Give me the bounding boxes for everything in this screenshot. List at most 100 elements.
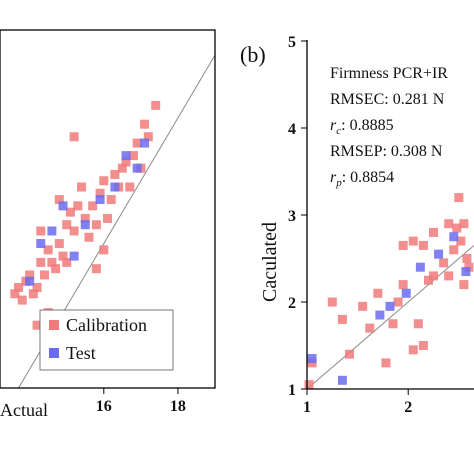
test-point xyxy=(25,276,35,286)
calibration-point xyxy=(345,349,355,359)
calibration-point xyxy=(452,223,462,233)
calibration-point xyxy=(103,213,112,223)
legend-test-label: Test xyxy=(66,343,96,363)
panel-a-x-ticks: 16 18 xyxy=(96,388,186,415)
test-point xyxy=(69,251,79,261)
calibration-point xyxy=(32,283,42,293)
panel-a-frame xyxy=(0,29,216,389)
calibration-point xyxy=(58,251,68,261)
calibration-point xyxy=(91,264,101,274)
calibration-point xyxy=(91,220,101,230)
legend-calibration-label: Calibration xyxy=(66,315,147,335)
calibration-point xyxy=(99,245,109,255)
calibration-point xyxy=(456,236,466,246)
annotation-title: Firmness PCR+IR xyxy=(330,65,448,82)
calibration-point xyxy=(454,193,464,203)
calibration-point xyxy=(358,301,368,311)
panel-b-annotations: Firmness PCR+IR RMSEC: 0.281 N rc: 0.888… xyxy=(330,65,448,189)
annotation-rc: rc: 0.8885 xyxy=(330,117,394,137)
calibration-point xyxy=(151,100,161,110)
calibration-point xyxy=(459,219,469,229)
calibration-point xyxy=(388,319,398,329)
test-point xyxy=(95,195,105,205)
calibration-point xyxy=(10,289,20,299)
test-point xyxy=(375,310,385,320)
annotation-rp-value: : 0.8854 xyxy=(342,169,394,186)
panel-b-y-axis-label: Caculated xyxy=(259,222,281,302)
calibration-point xyxy=(39,270,49,280)
calibration-point xyxy=(25,270,35,280)
panel-b-y-ticks: 1 2 3 4 5 xyxy=(288,34,307,399)
test-point xyxy=(415,262,425,272)
x-tick-label: 1 xyxy=(303,399,311,416)
test-point xyxy=(36,239,46,249)
test-point xyxy=(337,375,347,385)
calibration-point xyxy=(14,283,24,293)
y-tick-label: 3 xyxy=(288,208,296,225)
calibration-point xyxy=(449,245,459,255)
panel-b-label: (b) xyxy=(240,42,266,67)
test-point xyxy=(449,232,459,242)
calibration-point xyxy=(36,226,46,236)
panel-a-x-axis-label: Actual xyxy=(0,400,48,420)
calibration-point xyxy=(28,289,38,299)
calibration-point xyxy=(429,271,439,281)
calibration-point xyxy=(84,232,94,242)
panel-b-reference-line xyxy=(306,245,474,390)
x-tick-label: 16 xyxy=(96,398,112,415)
calibration-point xyxy=(429,227,439,237)
calibration-point xyxy=(77,182,87,192)
test-point xyxy=(80,220,90,230)
legend-test-marker xyxy=(49,348,59,358)
calibration-point xyxy=(462,254,472,263)
panel-a: 16 18 Actual Calibration Test xyxy=(0,29,216,420)
calibration-point xyxy=(143,132,153,142)
calibration-point xyxy=(117,163,127,173)
panel-a-legend: Calibration Test xyxy=(39,309,174,371)
test-point xyxy=(121,151,131,161)
calibration-point xyxy=(132,138,142,148)
calibration-point xyxy=(62,220,72,230)
calibration-point xyxy=(128,151,138,161)
calibration-point xyxy=(125,182,135,192)
test-point xyxy=(307,354,317,364)
test-point xyxy=(385,301,395,311)
test-point xyxy=(47,226,57,236)
annotation-rmsep: RMSEP: 0.308 N xyxy=(330,143,443,160)
calibration-point xyxy=(337,314,347,324)
annotation-rc-subscript: c xyxy=(336,125,341,137)
test-point xyxy=(132,163,142,173)
calibration-point xyxy=(80,213,90,223)
calibration-point xyxy=(444,219,454,229)
calibration-point xyxy=(413,319,423,329)
panel-b-points xyxy=(304,193,474,390)
calibration-point xyxy=(459,280,469,290)
annotation-rc-symbol: r xyxy=(330,117,337,134)
calibration-point xyxy=(99,176,109,186)
calibration-point xyxy=(54,195,64,205)
calibration-point xyxy=(373,288,383,298)
test-point xyxy=(434,249,444,259)
legend-box xyxy=(39,309,174,371)
calibration-point xyxy=(69,226,79,236)
calibration-point xyxy=(304,380,314,390)
y-tick-label: 4 xyxy=(288,121,296,138)
calibration-point xyxy=(121,157,131,167)
test-point xyxy=(401,288,411,298)
annotation-rp: rp: 0.8854 xyxy=(330,169,394,189)
calibration-point xyxy=(73,201,83,211)
calibration-point xyxy=(418,240,428,250)
calibration-point xyxy=(17,295,27,305)
calibration-point xyxy=(88,201,98,211)
calibration-point xyxy=(439,258,449,268)
calibration-point xyxy=(95,188,105,198)
x-tick-label: 18 xyxy=(170,398,186,415)
calibration-point xyxy=(51,264,61,274)
legend-calibration-marker xyxy=(49,320,59,330)
calibration-point xyxy=(398,280,408,290)
test-point xyxy=(110,182,120,192)
calibration-point xyxy=(423,275,433,285)
